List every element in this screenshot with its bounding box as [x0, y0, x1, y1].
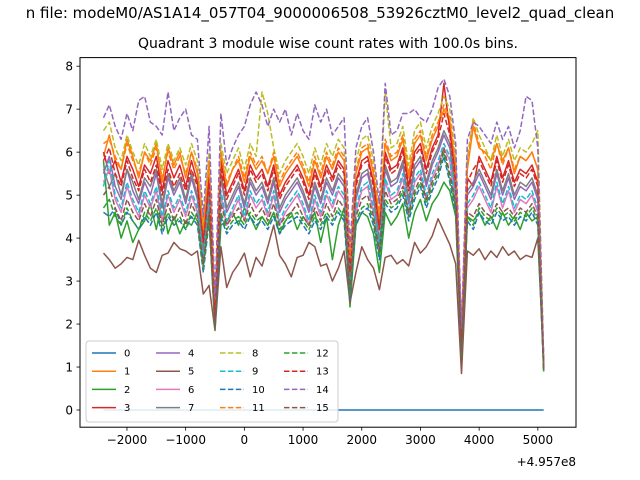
x-tick-label: 1000	[288, 433, 319, 447]
series-line-5	[102, 218, 545, 375]
figure-suptitle: n file: modeM0/AS1A14_057T04_9000006508_…	[25, 4, 615, 22]
series-layer	[102, 78, 545, 411]
series-line-10	[103, 155, 545, 372]
legend-label-6: 6	[188, 385, 194, 396]
y-tick-label: 4	[65, 231, 73, 245]
y-tick-label: 1	[65, 360, 73, 374]
legend-label-3: 3	[124, 403, 130, 414]
y-tick-label: 8	[65, 59, 73, 73]
legend-box	[85, 340, 339, 423]
series-line-4	[102, 134, 545, 368]
chart-title: Quadrant 3 module wise count rates with …	[138, 36, 518, 52]
x-axis: −2000 −1000 0 1000 2000 3000 4000 5000	[107, 427, 553, 447]
legend-label-11: 11	[252, 403, 265, 414]
y-tick-label: 2	[65, 317, 73, 331]
plot-frame	[79, 57, 577, 428]
y-tick-label: 5	[65, 188, 73, 202]
series-line-15	[102, 147, 545, 370]
x-tick-label: −2000	[107, 433, 148, 447]
series-line-3	[102, 82, 545, 368]
series-line-11	[103, 104, 545, 363]
y-tick-label: 3	[65, 274, 73, 288]
legend-label-13: 13	[316, 367, 329, 378]
x-tick-label: 0	[241, 433, 249, 447]
series-line-14	[102, 78, 545, 359]
series-line-9	[102, 142, 545, 370]
legend-label-8: 8	[252, 349, 258, 360]
legend-label-7: 7	[188, 403, 194, 414]
legend-label-5: 5	[188, 367, 194, 378]
y-tick-label: 7	[65, 102, 73, 116]
legend-label-10: 10	[252, 385, 265, 396]
legend-label-1: 1	[124, 367, 130, 378]
series-line-6	[102, 147, 545, 370]
y-tick-label: 0	[65, 403, 73, 417]
legend-label-2: 2	[124, 385, 130, 396]
y-tick-label: 6	[65, 145, 73, 159]
legend-label-4: 4	[188, 349, 194, 360]
x-axis-offset-label: +4.957e8	[517, 455, 576, 469]
legend-label-12: 12	[316, 349, 329, 360]
series-line-8	[102, 91, 545, 359]
x-tick-label: 4000	[464, 433, 495, 447]
legend-label-14: 14	[316, 385, 329, 396]
x-tick-label: 3000	[405, 433, 436, 447]
x-tick-label: −1000	[165, 433, 206, 447]
x-tick-label: 2000	[346, 433, 377, 447]
series-line-7	[102, 129, 545, 368]
x-tick-label: 5000	[523, 433, 554, 447]
series-line-13	[102, 112, 545, 368]
y-axis: 0 1 2 3 4 5 6 7 8	[65, 59, 80, 417]
legend-label-0: 0	[124, 349, 130, 360]
series-line-2	[102, 160, 545, 372]
legend-label-15: 15	[316, 403, 329, 414]
legend-label-9: 9	[252, 367, 258, 378]
series-line-12	[102, 151, 545, 372]
